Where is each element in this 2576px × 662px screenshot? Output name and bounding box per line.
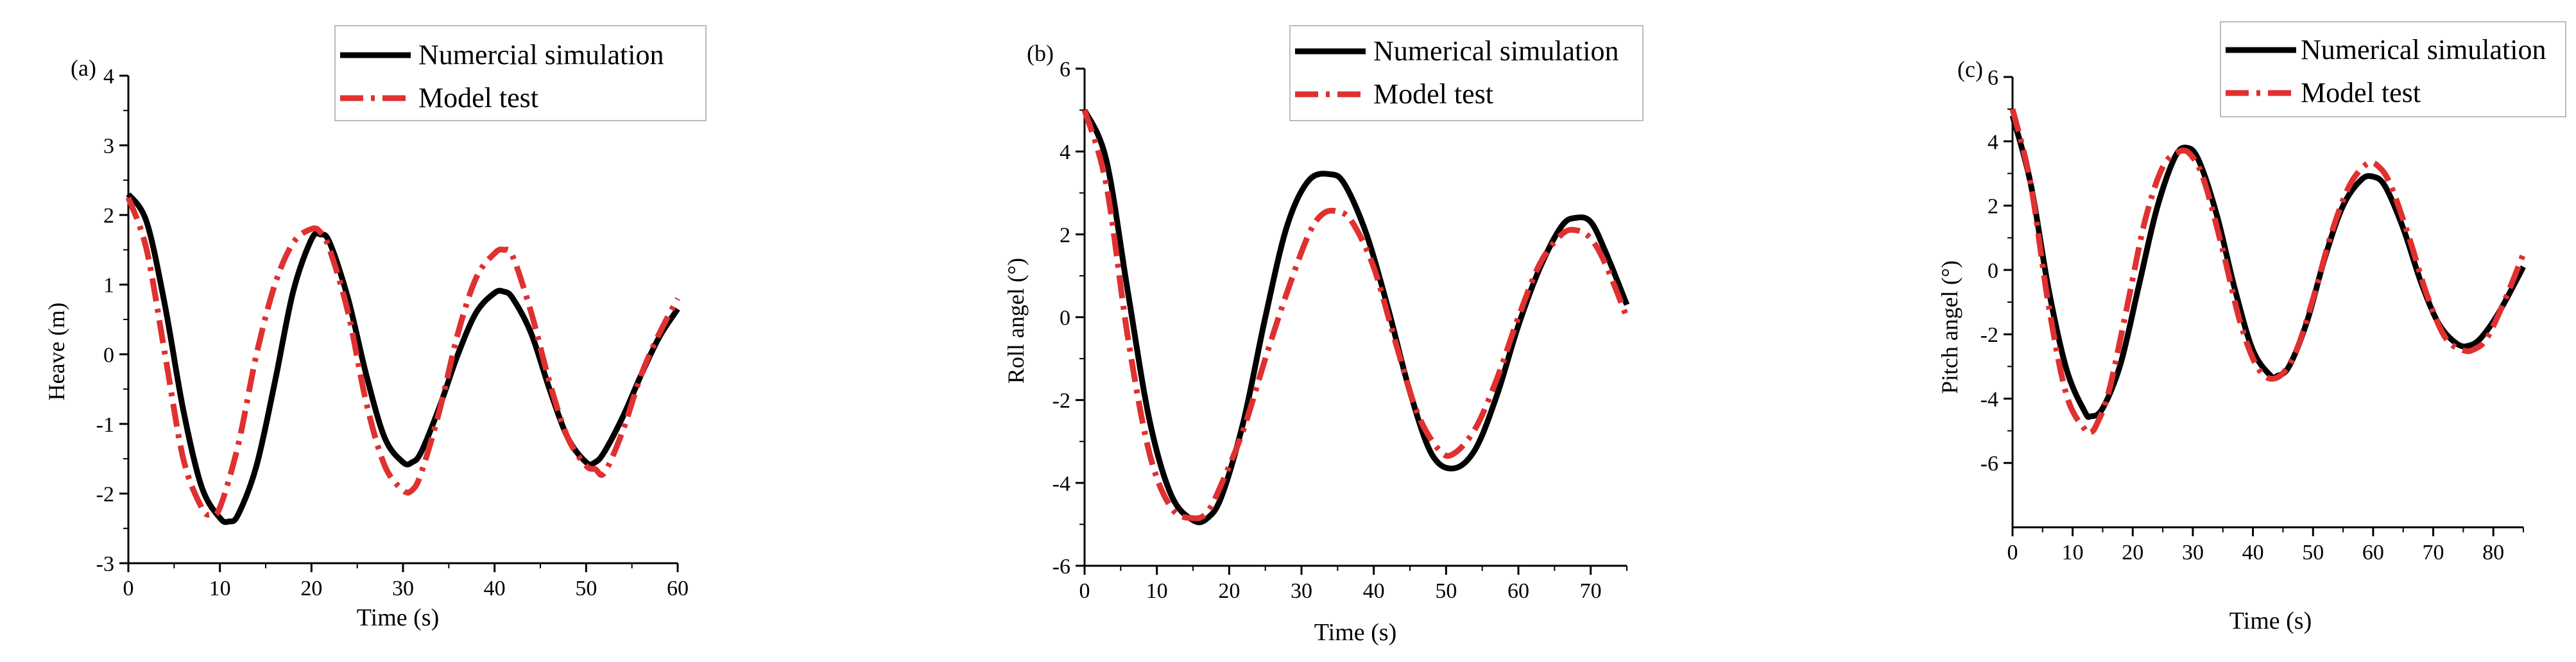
x-tick-label: 60 bbox=[2362, 541, 2384, 564]
x-tick-label: 0 bbox=[1079, 579, 1090, 603]
y-tick-label: -2 bbox=[1980, 323, 1998, 347]
x-tick-label: 80 bbox=[2482, 541, 2504, 564]
legend-box bbox=[334, 25, 707, 121]
x-tick-label: 20 bbox=[1218, 579, 1240, 603]
panel-b-label: (b) bbox=[1027, 40, 1054, 66]
panel-b-legend: Numerical simulation Model test bbox=[1289, 25, 1644, 121]
x-tick-label: 10 bbox=[2062, 541, 2084, 564]
y-tick-label: 0 bbox=[1060, 307, 1070, 330]
y-tick-label: -4 bbox=[1980, 387, 1998, 411]
series-model-test-line bbox=[1081, 109, 1630, 522]
legend-entry-numerical-simulation: Numerical simulation bbox=[1373, 35, 1619, 67]
panel-a-xlabel: Time (s) bbox=[357, 604, 439, 631]
x-tick-label: 30 bbox=[392, 577, 414, 600]
y-tick-label: -1 bbox=[96, 413, 114, 437]
panel-a-legend: Numercial simulation Model test bbox=[334, 25, 707, 121]
x-tick-label: 40 bbox=[484, 577, 506, 600]
x-tick-label: 0 bbox=[2007, 541, 2018, 564]
y-tick-label: 3 bbox=[103, 135, 114, 158]
panel-a-label: (a) bbox=[71, 55, 96, 81]
y-tick-label: 2 bbox=[1988, 195, 1998, 219]
x-tick-label: 60 bbox=[667, 577, 689, 600]
panel-c-xlabel: Time (s) bbox=[2229, 607, 2312, 634]
panel-c-ylabel: Pitch angel (°) bbox=[1937, 260, 1962, 394]
panel-b-ylabel: Roll angel (°) bbox=[1003, 258, 1029, 384]
y-tick-label: 4 bbox=[103, 65, 114, 89]
y-tick-label: -3 bbox=[96, 552, 114, 576]
panel-c-legend: Numerical simulation Model test bbox=[2220, 21, 2566, 117]
legend-entry-numercial-simulation: Numercial simulation bbox=[418, 39, 664, 71]
y-tick-label: -6 bbox=[1980, 452, 1998, 476]
x-tick-label: 50 bbox=[1435, 579, 1457, 603]
series-model-test-line bbox=[125, 196, 680, 518]
y-tick-label: 4 bbox=[1060, 140, 1070, 164]
y-tick-label: -4 bbox=[1052, 472, 1070, 496]
y-tick-label: 0 bbox=[103, 343, 114, 367]
y-tick-label: 2 bbox=[1060, 223, 1070, 247]
y-tick-label: 2 bbox=[103, 204, 114, 228]
legend-entry-model-test: Model test bbox=[2301, 77, 2421, 108]
x-tick-label: 0 bbox=[123, 577, 134, 600]
x-tick-label: 10 bbox=[209, 577, 231, 600]
x-tick-label: 40 bbox=[1363, 579, 1385, 603]
legend-box bbox=[2220, 21, 2566, 117]
series-numerical-simulation-line bbox=[1081, 108, 1630, 525]
panel-b-xlabel: Time (s) bbox=[1314, 619, 1396, 646]
x-tick-label: 50 bbox=[2302, 541, 2324, 564]
series-model-test-line bbox=[2009, 108, 2527, 437]
y-tick-label: -2 bbox=[96, 482, 114, 506]
x-tick-label: 60 bbox=[1507, 579, 1529, 603]
legend-entry-model-test: Model test bbox=[418, 82, 538, 114]
panel-a-ylabel: Heave (m) bbox=[44, 303, 69, 401]
y-tick-label: 4 bbox=[1988, 130, 1998, 154]
series-numerical-simulation-line bbox=[2009, 115, 2526, 420]
y-tick-label: 0 bbox=[1988, 259, 1998, 283]
legend-entry-model-test: Model test bbox=[1373, 78, 1493, 110]
x-tick-label: 20 bbox=[2122, 541, 2143, 564]
x-tick-label: 30 bbox=[1291, 579, 1312, 603]
panel-c-label: (c) bbox=[1957, 56, 1983, 82]
y-tick-label: 6 bbox=[1988, 66, 1998, 90]
x-tick-label: 10 bbox=[1146, 579, 1168, 603]
x-tick-label: 40 bbox=[2242, 541, 2264, 564]
x-tick-label: 20 bbox=[300, 577, 322, 600]
legend-entry-numerical-simulation: Numerical simulation bbox=[2301, 34, 2546, 65]
y-tick-label: -6 bbox=[1052, 555, 1070, 579]
y-tick-label: 1 bbox=[103, 274, 114, 298]
y-tick-label: 6 bbox=[1060, 58, 1070, 81]
x-tick-label: 30 bbox=[2182, 541, 2204, 564]
x-tick-label: 50 bbox=[575, 577, 597, 600]
y-tick-label: -2 bbox=[1052, 389, 1070, 413]
legend-box bbox=[1289, 25, 1644, 121]
x-tick-label: 70 bbox=[1580, 579, 1602, 603]
x-tick-label: 70 bbox=[2423, 541, 2444, 564]
